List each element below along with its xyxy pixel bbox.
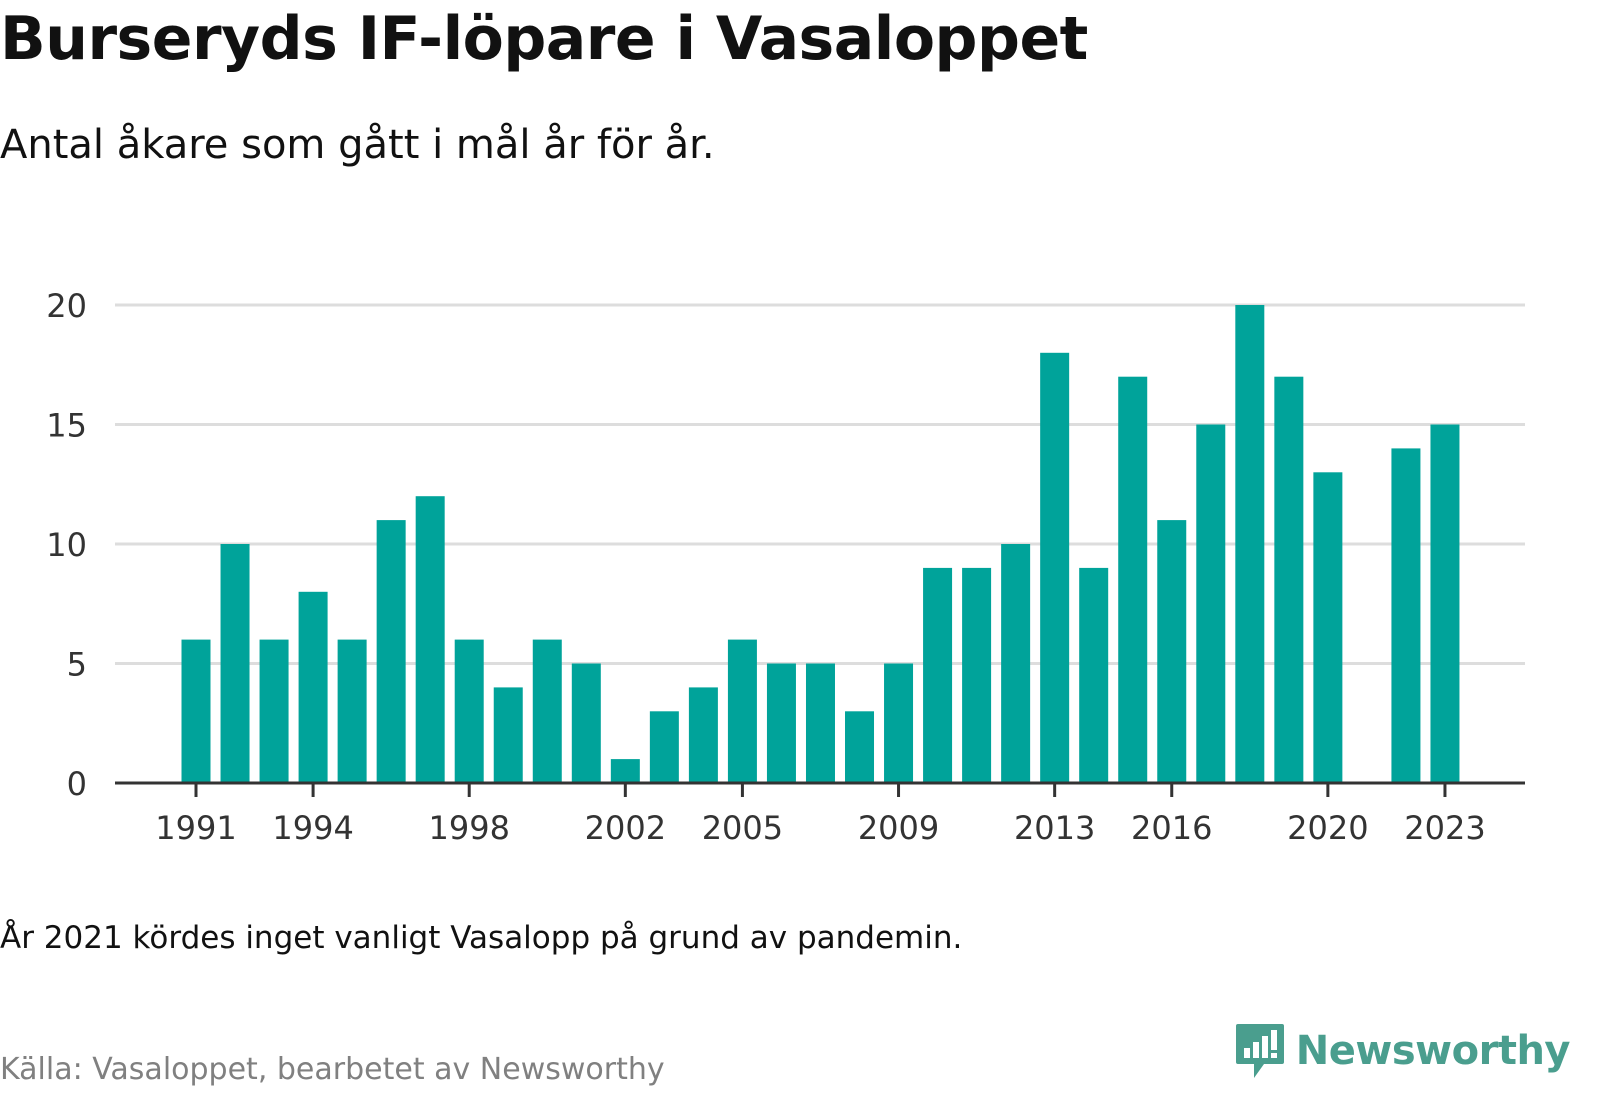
bar [532, 639, 562, 783]
x-tick-label: 1994 [272, 809, 353, 847]
bar [1040, 352, 1070, 783]
y-tick-label: 0 [67, 765, 87, 803]
bar [962, 567, 992, 783]
y-tick-label: 15 [46, 407, 87, 445]
bar [1313, 472, 1343, 783]
bar [845, 711, 875, 783]
bar [337, 639, 367, 783]
bar [454, 639, 484, 783]
bar [220, 544, 250, 783]
bar [688, 687, 718, 783]
bar [571, 663, 601, 783]
x-tick-label: 2009 [858, 809, 939, 847]
x-tick-label: 1998 [428, 809, 509, 847]
bar [649, 711, 679, 783]
chart-note: År 2021 kördes inget vanligt Vasalopp på… [0, 920, 963, 956]
bar [805, 663, 835, 783]
bar [1157, 520, 1187, 783]
bar [1196, 424, 1226, 783]
bar [766, 663, 796, 783]
bar [1079, 567, 1109, 783]
x-tick-label: 2020 [1287, 809, 1368, 847]
bar [181, 639, 211, 783]
y-tick-label: 10 [46, 526, 87, 564]
bar [259, 639, 289, 783]
bar [727, 639, 757, 783]
x-tick-label: 2013 [1014, 809, 1095, 847]
x-tick-label: 1991 [155, 809, 236, 847]
bar [376, 520, 406, 783]
x-tick-label: 2023 [1404, 809, 1485, 847]
newsworthy-logo-icon [1235, 1024, 1284, 1078]
chart-subtitle: Antal åkare som gått i mål år för år. [0, 122, 715, 168]
bar [1430, 424, 1460, 783]
bar [415, 496, 445, 783]
source-text: Källa: Vasaloppet, bearbetet av Newswort… [0, 1052, 665, 1087]
chart-title: Burseryds IF-löpare i Vasaloppet [0, 4, 1088, 74]
x-tick-label: 2016 [1131, 809, 1212, 847]
bar [1274, 376, 1304, 783]
bar [1001, 544, 1031, 783]
brand-name: Newsworthy [1295, 1028, 1571, 1074]
y-tick-label: 5 [67, 646, 87, 684]
y-tick-label: 20 [46, 287, 87, 325]
bar [1118, 376, 1148, 783]
bar [610, 759, 640, 783]
bars [181, 305, 1460, 783]
bar [1235, 305, 1265, 783]
bar [298, 591, 328, 783]
bar [493, 687, 523, 783]
x-tick-label: 2005 [702, 809, 783, 847]
bar [1391, 448, 1421, 783]
axes: 0 5 10 15 20 1991 1994 1998 2002 2005 2009 2013 2016… [46, 287, 1525, 847]
bar [923, 567, 953, 783]
brand-logo: Newsworthy [1234, 1022, 1571, 1080]
bar [884, 663, 914, 783]
x-tick-label: 2002 [585, 809, 666, 847]
